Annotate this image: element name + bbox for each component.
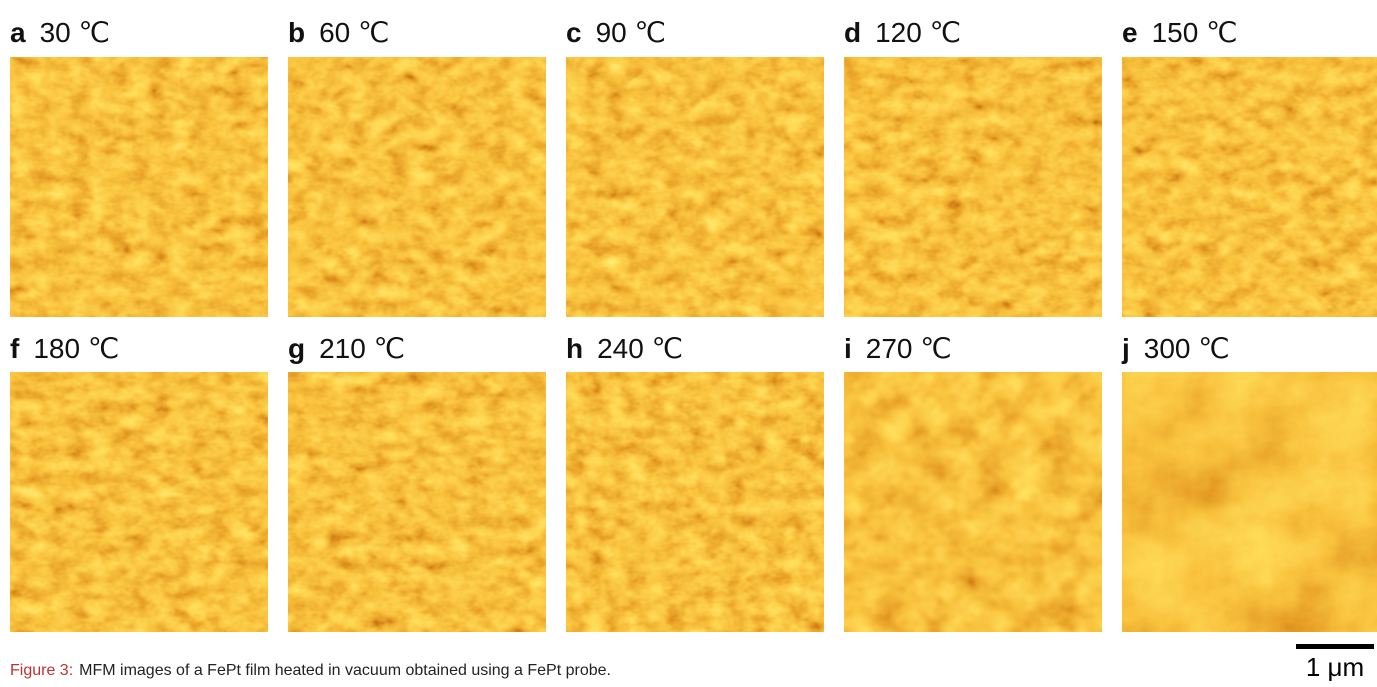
panel-temperature: 150 ℃ bbox=[1152, 17, 1238, 48]
panel-letter: d bbox=[844, 17, 861, 48]
caption: Figure 3: MFM images of a FePt film heate… bbox=[10, 662, 611, 680]
panel-label: e 150 ℃ bbox=[1122, 16, 1238, 49]
mfm-image bbox=[288, 372, 546, 632]
caption-label: Figure 3: bbox=[10, 662, 73, 679]
panel-letter: h bbox=[566, 333, 583, 364]
panel-letter: e bbox=[1122, 17, 1138, 48]
panel-label: c 90 ℃ bbox=[566, 16, 666, 49]
panel-temperature: 300 ℃ bbox=[1144, 333, 1230, 364]
panel-letter: i bbox=[844, 333, 852, 364]
panel-temperature: 180 ℃ bbox=[33, 333, 119, 364]
panel-letter: c bbox=[566, 17, 582, 48]
panel-temperature: 90 ℃ bbox=[596, 17, 666, 48]
panel-temperature: 240 ℃ bbox=[597, 333, 683, 364]
mfm-image bbox=[10, 57, 268, 317]
panel-label: b 60 ℃ bbox=[288, 16, 389, 49]
panel-letter: g bbox=[288, 333, 305, 364]
panel-label: j 300 ℃ bbox=[1122, 332, 1230, 365]
scale-bar-label: 1 μm bbox=[1296, 652, 1374, 683]
mfm-image bbox=[844, 57, 1102, 317]
figure: Figure 3: MFM images of a FePt film heate… bbox=[0, 0, 1377, 687]
mfm-image bbox=[1122, 372, 1377, 632]
mfm-image bbox=[844, 372, 1102, 632]
scale-bar bbox=[1296, 644, 1374, 649]
panel-temperature: 120 ℃ bbox=[875, 17, 961, 48]
panel-letter: b bbox=[288, 17, 305, 48]
mfm-image bbox=[566, 372, 824, 632]
mfm-image bbox=[10, 372, 268, 632]
panel-label: i 270 ℃ bbox=[844, 332, 952, 365]
panel-label: a 30 ℃ bbox=[10, 16, 110, 49]
mfm-image bbox=[566, 57, 824, 317]
panel-label: d 120 ℃ bbox=[844, 16, 961, 49]
panel-label: h 240 ℃ bbox=[566, 332, 683, 365]
panel-temperature: 270 ℃ bbox=[866, 333, 952, 364]
panel-label: f 180 ℃ bbox=[10, 332, 119, 365]
panel-temperature: 60 ℃ bbox=[319, 17, 389, 48]
panel-temperature: 30 ℃ bbox=[40, 17, 110, 48]
panel-label: g 210 ℃ bbox=[288, 332, 405, 365]
panel-letter: j bbox=[1122, 333, 1130, 364]
panel-letter: a bbox=[10, 17, 26, 48]
panel-temperature: 210 ℃ bbox=[319, 333, 405, 364]
panel-letter: f bbox=[10, 333, 19, 364]
caption-text: MFM images of a FePt film heated in vacu… bbox=[79, 662, 611, 679]
mfm-image bbox=[1122, 57, 1377, 317]
mfm-image bbox=[288, 57, 546, 317]
